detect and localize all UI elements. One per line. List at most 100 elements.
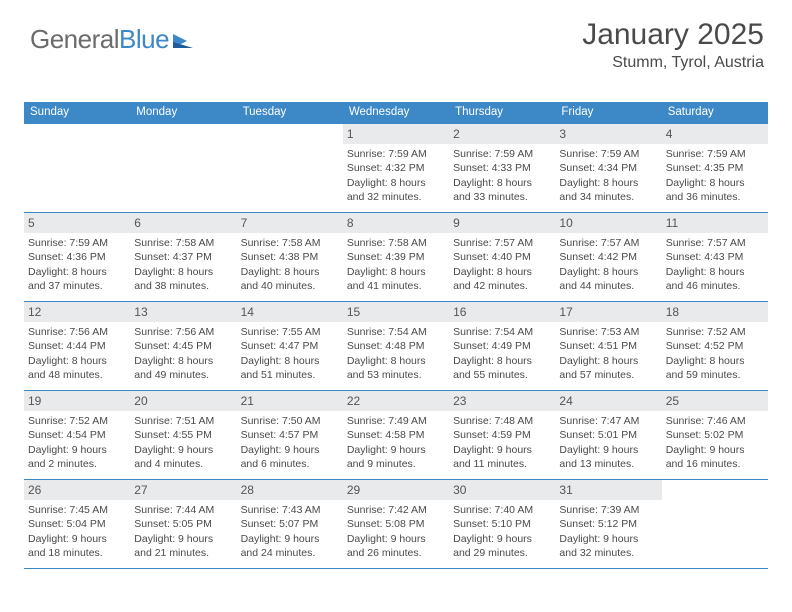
day-day2-text: and 48 minutes. [28,368,126,382]
day-sunrise-text: Sunrise: 7:54 AM [347,325,445,339]
day-details: Sunrise: 7:45 AMSunset: 5:04 PMDaylight:… [28,503,126,560]
day-day1-text: Daylight: 8 hours [666,265,764,279]
day-sunrise-text: Sunrise: 7:47 AM [559,414,657,428]
day-details: Sunrise: 7:56 AMSunset: 4:44 PMDaylight:… [28,325,126,382]
calendar-day-cell: 12Sunrise: 7:56 AMSunset: 4:44 PMDayligh… [24,302,130,391]
day-day2-text: and 49 minutes. [134,368,232,382]
weekday-header: Sunday [24,102,130,124]
day-sunset-text: Sunset: 5:05 PM [134,517,232,531]
day-sunset-text: Sunset: 4:47 PM [241,339,339,353]
day-day2-text: and 6 minutes. [241,457,339,471]
day-details: Sunrise: 7:48 AMSunset: 4:59 PMDaylight:… [453,414,551,471]
day-day2-text: and 26 minutes. [347,546,445,560]
day-sunset-text: Sunset: 4:36 PM [28,250,126,264]
day-details: Sunrise: 7:57 AMSunset: 4:43 PMDaylight:… [666,236,764,293]
day-details: Sunrise: 7:59 AMSunset: 4:36 PMDaylight:… [28,236,126,293]
day-number: 22 [343,391,449,411]
day-details: Sunrise: 7:59 AMSunset: 4:32 PMDaylight:… [347,147,445,204]
calendar-week-row: 26Sunrise: 7:45 AMSunset: 5:04 PMDayligh… [24,480,768,569]
day-details: Sunrise: 7:56 AMSunset: 4:45 PMDaylight:… [134,325,232,382]
weekday-header-row: SundayMondayTuesdayWednesdayThursdayFrid… [24,102,768,124]
calendar-day-cell: 30 Sunrise: 7:40 AMSunset: 5:10 PMDayligh… [449,480,555,569]
day-sunrise-text: Sunrise: 7:45 AM [28,503,126,517]
day-sunset-text: Sunset: 4:34 PM [559,161,657,175]
day-day2-text: and 46 minutes. [666,279,764,293]
day-day2-text: and 9 minutes. [347,457,445,471]
day-sunrise-text: Sunrise: 7:48 AM [453,414,551,428]
day-day2-text: and 18 minutes. [28,546,126,560]
day-details: Sunrise: 7:58 AMSunset: 4:38 PMDaylight:… [241,236,339,293]
calendar-day-cell: 28Sunrise: 7:43 AMSunset: 5:07 PMDayligh… [237,480,343,569]
day-sunrise-text: Sunrise: 7:59 AM [559,147,657,161]
day-number: 6 [130,213,236,233]
day-details: Sunrise: 7:58 AMSunset: 4:37 PMDaylight:… [134,236,232,293]
day-sunrise-text: Sunrise: 7:44 AM [134,503,232,517]
day-day1-text: Daylight: 8 hours [28,354,126,368]
day-day1-text: Daylight: 9 hours [28,532,126,546]
day-sunrise-text: Sunrise: 7:56 AM [28,325,126,339]
calendar-day-cell: 1 Sunrise: 7:59 AMSunset: 4:32 PMDaylight… [343,124,449,213]
day-details: Sunrise: 7:54 AMSunset: 4:49 PMDaylight:… [453,325,551,382]
day-number: 17 [555,302,661,322]
day-day1-text: Daylight: 8 hours [28,265,126,279]
day-day2-text: and 44 minutes. [559,279,657,293]
weekday-header: Wednesday [343,102,449,124]
calendar-day-cell: 17 Sunrise: 7:53 AMSunset: 4:51 PMDayligh… [555,302,661,391]
day-sunrise-text: Sunrise: 7:58 AM [241,236,339,250]
day-sunset-text: Sunset: 4:37 PM [134,250,232,264]
day-sunset-text: Sunset: 5:01 PM [559,428,657,442]
day-sunset-text: Sunset: 5:07 PM [241,517,339,531]
day-day1-text: Daylight: 9 hours [559,443,657,457]
day-day2-text: and 16 minutes. [666,457,764,471]
day-day1-text: Daylight: 8 hours [666,354,764,368]
day-sunrise-text: Sunrise: 7:51 AM [134,414,232,428]
day-sunset-text: Sunset: 4:32 PM [347,161,445,175]
day-details: Sunrise: 7:57 AMSunset: 4:40 PMDaylight:… [453,236,551,293]
day-number: 1 [343,124,449,144]
calendar-day-cell: 8Sunrise: 7:58 AMSunset: 4:39 PMDaylight… [343,213,449,302]
day-sunrise-text: Sunrise: 7:57 AM [453,236,551,250]
calendar-day-cell: 15Sunrise: 7:54 AMSunset: 4:48 PMDayligh… [343,302,449,391]
day-sunset-text: Sunset: 4:57 PM [241,428,339,442]
calendar-day-cell: 29Sunrise: 7:42 AMSunset: 5:08 PMDayligh… [343,480,449,569]
day-day2-text: and 36 minutes. [666,190,764,204]
day-details: Sunrise: 7:44 AMSunset: 5:05 PMDaylight:… [134,503,232,560]
page-title: January 2025 [582,18,764,52]
calendar-week-row: 12Sunrise: 7:56 AMSunset: 4:44 PMDayligh… [24,302,768,391]
day-day1-text: Daylight: 8 hours [347,176,445,190]
day-number: 21 [237,391,343,411]
day-number: 20 [130,391,236,411]
day-number: 30 [449,480,555,500]
day-number: 23 [449,391,555,411]
day-day1-text: Daylight: 9 hours [241,443,339,457]
day-day2-text: and 38 minutes. [134,279,232,293]
calendar-body: 1Sunrise: 7:59 AMSunset: 4:32 PMDaylight… [24,124,768,569]
day-sunset-text: Sunset: 4:42 PM [559,250,657,264]
day-sunset-text: Sunset: 5:12 PM [559,517,657,531]
day-details: Sunrise: 7:46 AMSunset: 5:02 PMDaylight:… [666,414,764,471]
calendar-day-cell: 19Sunrise: 7:52 AMSunset: 4:54 PMDayligh… [24,391,130,480]
day-sunrise-text: Sunrise: 7:54 AM [453,325,551,339]
day-day2-text: and 40 minutes. [241,279,339,293]
day-sunset-text: Sunset: 4:39 PM [347,250,445,264]
weekday-header: Saturday [662,102,768,124]
day-details: Sunrise: 7:55 AMSunset: 4:47 PMDaylight:… [241,325,339,382]
day-details: Sunrise: 7:58 AMSunset: 4:39 PMDaylight:… [347,236,445,293]
day-number: 28 [237,480,343,500]
calendar-day-cell [237,124,343,213]
day-details: Sunrise: 7:53 AMSunset: 4:51 PMDaylight:… [559,325,657,382]
day-details: Sunrise: 7:40 AMSunset: 5:10 PMDaylight:… [453,503,551,560]
header-right: January 2025 Stumm, Tyrol, Austria [582,18,764,72]
calendar-week-row: 1Sunrise: 7:59 AMSunset: 4:32 PMDaylight… [24,124,768,213]
day-day2-text: and 21 minutes. [134,546,232,560]
calendar-day-cell: 25Sunrise: 7:46 AMSunset: 5:02 PMDayligh… [662,391,768,480]
day-sunset-text: Sunset: 5:10 PM [453,517,551,531]
day-number: 4 [662,124,768,144]
brand-part2: Blue [119,24,169,55]
day-day1-text: Daylight: 8 hours [559,265,657,279]
day-sunrise-text: Sunrise: 7:59 AM [28,236,126,250]
calendar-day-cell: 20Sunrise: 7:51 AMSunset: 4:55 PMDayligh… [130,391,236,480]
day-day2-text: and 32 minutes. [347,190,445,204]
day-day2-text: and 32 minutes. [559,546,657,560]
day-day1-text: Daylight: 9 hours [134,443,232,457]
